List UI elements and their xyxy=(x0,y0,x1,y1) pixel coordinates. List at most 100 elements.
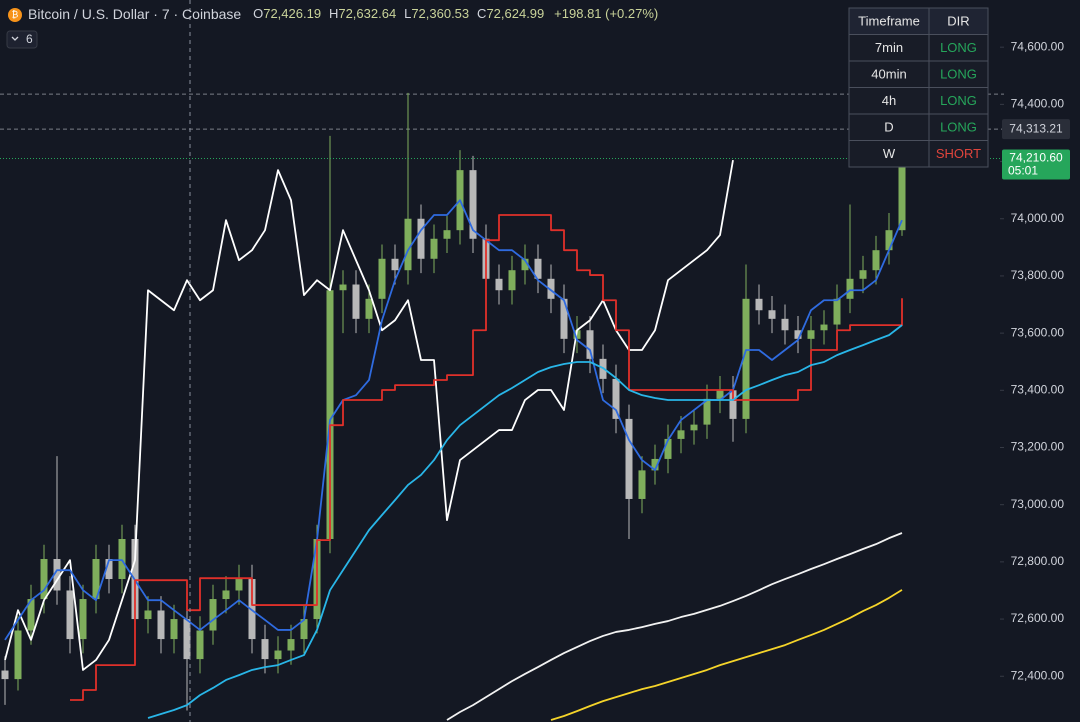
ohlc-value: 72,624.99 xyxy=(486,6,544,21)
indicator-line xyxy=(550,589,903,721)
candle-body xyxy=(92,559,100,600)
candle-body xyxy=(209,599,217,631)
candle-body xyxy=(404,218,412,271)
candle-body xyxy=(66,590,74,640)
candle-body xyxy=(469,170,477,239)
table-text: 40min xyxy=(871,67,906,82)
table-text: DIR xyxy=(947,14,969,29)
y-tick-label: 74,400.00 xyxy=(1011,97,1065,111)
candle-body xyxy=(248,579,256,640)
ohlc-label: H xyxy=(329,6,338,21)
candle-body xyxy=(300,619,308,640)
ohlc-value: 72,360.53 xyxy=(411,6,469,21)
direction-table: Timeframe DIR 7min LONG 40min LONG 4h LONG D LONG… xyxy=(848,7,989,168)
y-tick-label: 72,800.00 xyxy=(1011,554,1065,568)
candle-body xyxy=(508,270,516,291)
coin-symbol: ₿ xyxy=(12,9,19,19)
candle-body xyxy=(586,330,594,359)
candle-body xyxy=(222,590,230,600)
change: +198.81 (+0.27%) xyxy=(554,6,658,21)
header: ₿ Bitcoin / U.S. Dollar · 7 · Coinbase O… xyxy=(6,6,658,49)
table-text: D xyxy=(884,120,893,135)
symbol: Bitcoin / U.S. Dollar · 7 · Coinbase xyxy=(28,6,241,22)
y-tick-label: 73,000.00 xyxy=(1011,497,1065,511)
candle-body xyxy=(235,579,243,591)
candle-body xyxy=(755,298,763,311)
y-tick-label: 73,800.00 xyxy=(1011,268,1065,282)
candle-body xyxy=(196,630,204,660)
candle-body xyxy=(651,458,659,471)
table-text: 4h xyxy=(882,93,896,108)
candle-body xyxy=(144,610,152,620)
indicator-line xyxy=(446,532,903,721)
candle-body xyxy=(417,218,425,259)
candle-body xyxy=(352,284,360,319)
candle-body xyxy=(703,398,711,425)
y-tick-label: 72,400.00 xyxy=(1011,668,1065,682)
table-cell xyxy=(928,113,989,141)
candle-body xyxy=(339,284,347,291)
candle-body xyxy=(612,378,620,419)
table-text: LONG xyxy=(940,120,977,135)
candle-body xyxy=(794,330,802,339)
candle-body xyxy=(521,258,529,271)
table-text: W xyxy=(883,146,896,161)
table-cell xyxy=(928,34,989,62)
indicator-line xyxy=(70,214,903,701)
candle-body xyxy=(1,670,9,680)
candle-body xyxy=(274,650,282,660)
candle-body xyxy=(391,258,399,271)
table-cell xyxy=(848,140,930,168)
candle-body xyxy=(664,438,672,459)
candle-body xyxy=(14,630,22,680)
candle-body xyxy=(638,470,646,499)
coin-icon xyxy=(8,8,22,22)
candle-body xyxy=(40,559,48,600)
candle-body xyxy=(820,324,828,331)
countdown: 05:01 xyxy=(1008,164,1038,178)
indicator-toggle[interactable] xyxy=(6,30,38,49)
candle-body xyxy=(781,318,789,331)
y-tick-label: 72,600.00 xyxy=(1011,611,1065,625)
indicator-line xyxy=(4,159,734,671)
candle-body xyxy=(560,298,568,339)
ohlc-label: L xyxy=(404,6,411,21)
table-text: LONG xyxy=(940,67,977,82)
y-tick-label: 74,000.00 xyxy=(1011,211,1065,225)
candle-body xyxy=(170,619,178,640)
plot-area xyxy=(0,46,1004,721)
candle-body xyxy=(534,258,542,279)
candle-body xyxy=(677,430,685,439)
candle-body xyxy=(846,278,854,299)
candle-body xyxy=(118,538,126,580)
candle-body xyxy=(547,278,555,299)
price-label: 74,313.21 xyxy=(1009,121,1063,135)
candle-body xyxy=(365,298,373,319)
y-tick-label: 73,200.00 xyxy=(1011,440,1065,454)
candle-body xyxy=(105,559,113,580)
chevron xyxy=(11,36,19,41)
table-cell xyxy=(848,87,930,115)
candle-body xyxy=(833,298,841,325)
candle-body xyxy=(53,559,61,591)
table-text: LONG xyxy=(940,93,977,108)
ohlc-label: C xyxy=(477,6,486,21)
header-line: Bitcoin / U.S. Dollar · 7 · Coinbase O 72… xyxy=(28,6,658,22)
price-label-box xyxy=(1002,119,1070,140)
candle-body xyxy=(807,330,815,339)
candle-body xyxy=(27,599,35,631)
ohlc-label: O xyxy=(253,6,263,21)
last-price-box xyxy=(1002,149,1070,180)
candle-body xyxy=(183,619,191,660)
candle-body xyxy=(378,258,386,299)
candle-body xyxy=(625,418,633,499)
y-tick-label: 74,600.00 xyxy=(1011,39,1065,53)
candle-body xyxy=(326,290,334,539)
candle-body xyxy=(261,639,269,660)
table-text: Timeframe xyxy=(858,14,920,29)
candle-body xyxy=(742,298,750,419)
table-text: 7min xyxy=(875,40,903,55)
table-text: LONG xyxy=(940,40,977,55)
table-cell xyxy=(848,60,930,88)
